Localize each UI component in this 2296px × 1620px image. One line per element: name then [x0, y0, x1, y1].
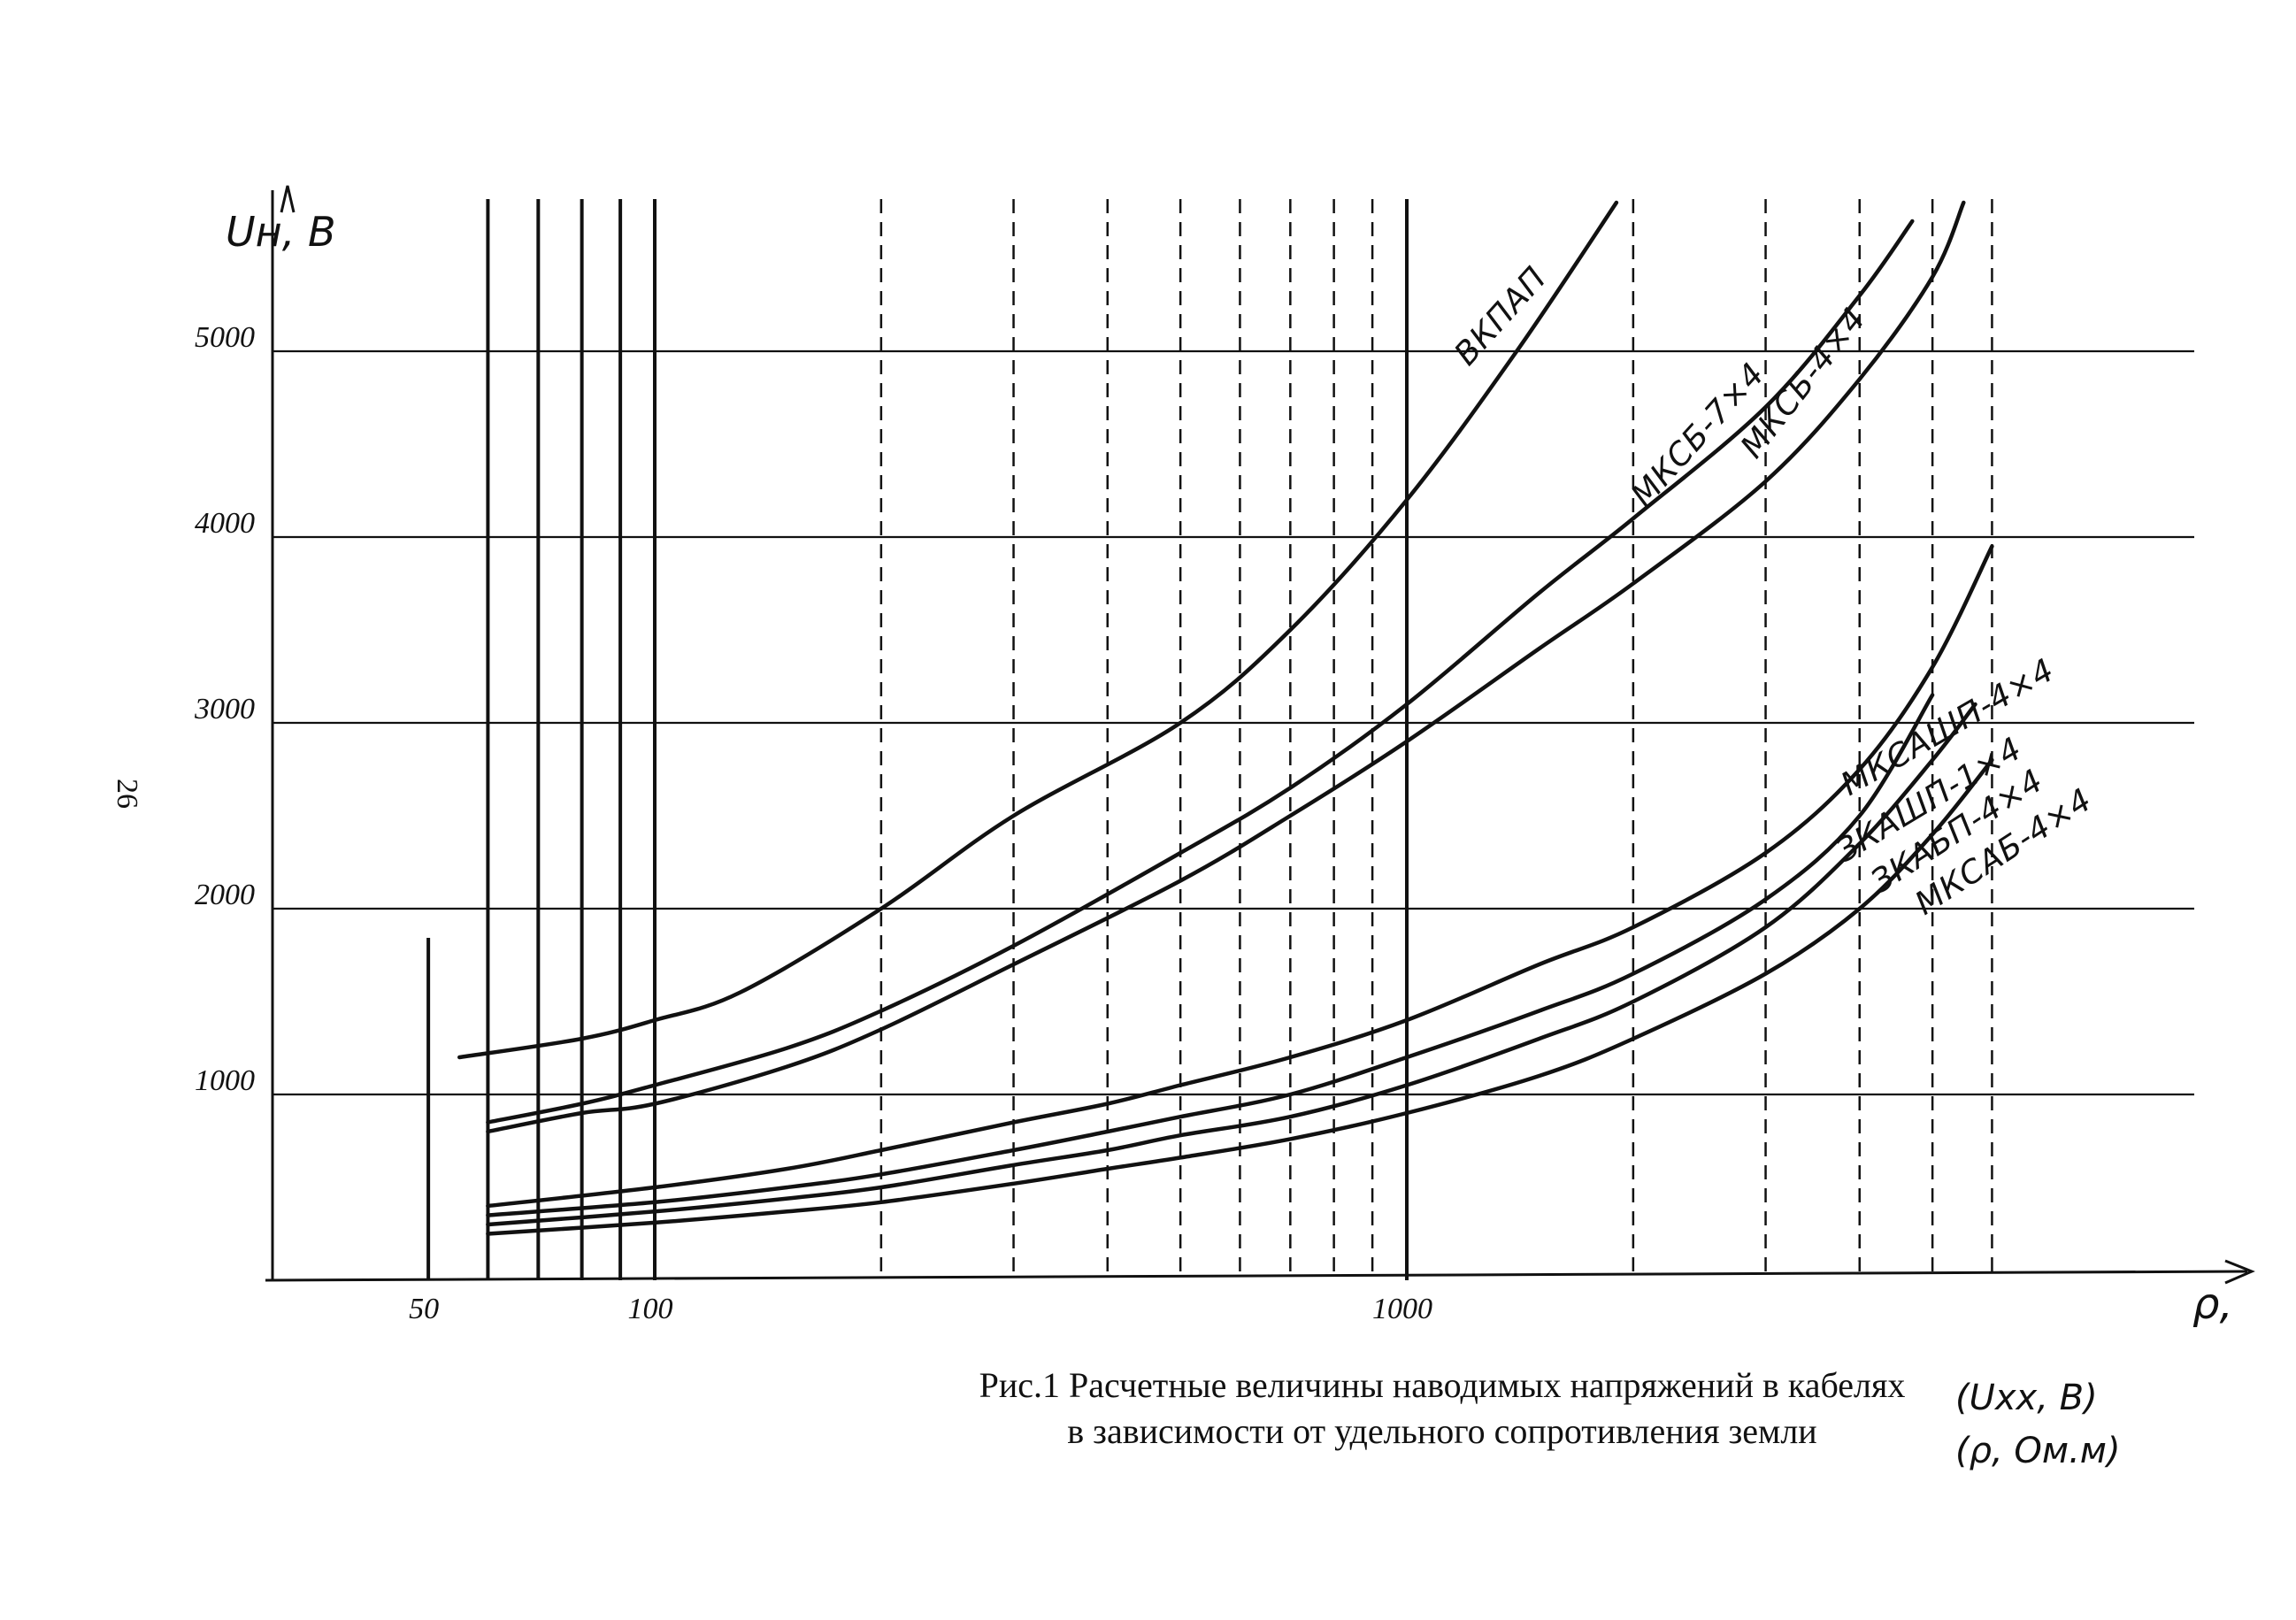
y-tick-label-3000: 3000	[194, 693, 255, 726]
x-axis-arrow	[2224, 1259, 2255, 1285]
series-line-0	[457, 200, 1619, 1060]
series-line-4	[486, 693, 1935, 1217]
chart-grid	[273, 199, 2194, 1280]
x-axis-label: ρ,	[2192, 1279, 2233, 1329]
y-axis-arrow	[280, 185, 296, 213]
y-tick-label-4000: 4000	[195, 507, 255, 540]
chart-axes	[265, 185, 2255, 1285]
x-axis	[265, 1270, 2248, 1282]
units-note-voltage: (Uxx, B)	[1955, 1378, 2098, 1418]
y-tick-label-2000: 2000	[195, 879, 255, 911]
units-note: (Uxx, B) (ρ, Ом.м)	[1955, 1371, 2221, 1478]
series-line-3	[486, 544, 1994, 1209]
caption-line-2: в зависимости от удельного сопротивления…	[1067, 1411, 1817, 1451]
series-line-1	[486, 219, 1915, 1125]
chart-series	[457, 200, 1994, 1236]
page-number: 26	[111, 779, 143, 809]
series-label-0: ВКПАП	[1447, 260, 1554, 372]
series-line-6	[486, 757, 1994, 1236]
series-line-2	[486, 200, 1966, 1134]
series-line-5	[486, 702, 1977, 1227]
caption-line-1: Рис.1 Расчетные величины наводимых напря…	[979, 1365, 1906, 1405]
x-tick-label-1000: 1000	[1372, 1293, 1432, 1325]
x-tick-label-100: 100	[628, 1293, 673, 1325]
figure-caption: Рис.1 Расчетные величины наводимых напря…	[885, 1363, 2000, 1455]
y-tick-label-5000: 5000	[195, 321, 255, 354]
y-axis-label: Uн, В	[226, 208, 336, 256]
x-tick-label-50: 50	[409, 1293, 439, 1325]
y-tick-label-1000: 1000	[195, 1064, 255, 1097]
units-note-resistivity: (ρ, Ом.м)	[1955, 1431, 2121, 1471]
